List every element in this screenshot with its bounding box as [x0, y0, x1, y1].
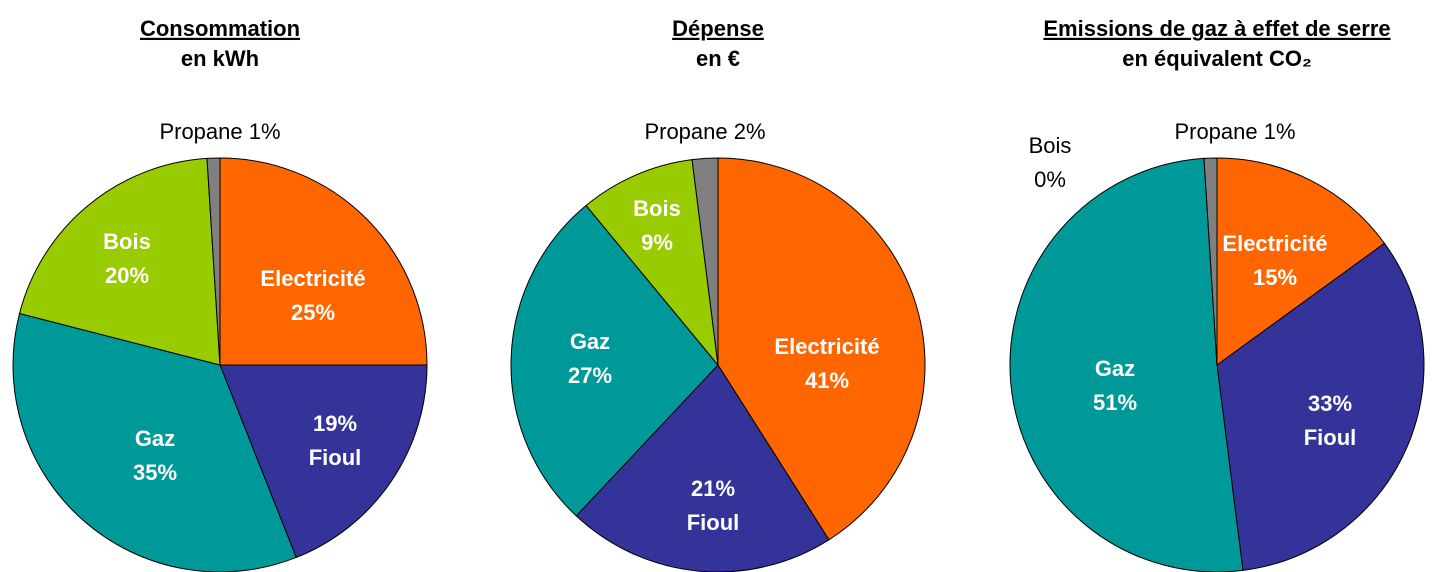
- pie-slice: [1203, 157, 1218, 366]
- data-label: Bois: [633, 196, 681, 221]
- data-label: Propane 1%: [159, 119, 280, 144]
- data-label: 19%: [313, 411, 357, 436]
- data-label: Gaz: [570, 329, 610, 354]
- data-label: 0%: [1034, 167, 1066, 192]
- data-label: 25%: [291, 300, 335, 325]
- chart-title: Dépense: [672, 16, 764, 41]
- data-label: Fioul: [687, 510, 740, 535]
- data-label: Gaz: [1095, 356, 1135, 381]
- data-label: Electricité: [260, 266, 365, 291]
- data-label: Fioul: [309, 445, 362, 470]
- data-label: Bois: [1029, 133, 1072, 158]
- data-label: 21%: [691, 476, 735, 501]
- pie-slice: [219, 364, 428, 559]
- pie-slice: [717, 157, 926, 541]
- data-label: 9%: [641, 230, 673, 255]
- pie-slice: [219, 157, 428, 366]
- data-label: 20%: [105, 263, 149, 288]
- pie-slice: [1009, 157, 1244, 572]
- chart-subtitle: en kWh: [181, 46, 259, 71]
- slice-name: Propane: [644, 119, 727, 144]
- slice-name: Propane: [1174, 119, 1257, 144]
- data-label: 27%: [568, 363, 612, 388]
- data-label: Electricité: [1222, 231, 1327, 256]
- chart-title: Consommation: [140, 16, 300, 41]
- data-label: 35%: [133, 460, 177, 485]
- pie-slice: [510, 204, 719, 517]
- chart-subtitle: en équivalent CO₂: [1122, 46, 1311, 71]
- pie-slice: [1216, 157, 1386, 366]
- data-label: 51%: [1093, 390, 1137, 415]
- data-label: Propane 2%: [644, 119, 765, 144]
- pie-slice: [575, 364, 830, 572]
- slice-name: Propane: [159, 119, 242, 144]
- pie-slice: [1216, 242, 1425, 571]
- data-label: Bois: [103, 229, 151, 254]
- data-label: 33%: [1308, 391, 1352, 416]
- data-label: 41%: [805, 368, 849, 393]
- pie-slice: [206, 157, 221, 366]
- pie-slice: [691, 157, 719, 366]
- chart-title: Emissions de gaz à effet de serre: [1043, 16, 1390, 41]
- pie-slice: [18, 157, 221, 366]
- pie-slice: [585, 159, 719, 367]
- slice-value: 1%: [249, 119, 281, 144]
- data-label: Fioul: [1304, 425, 1357, 450]
- slice-value: 2%: [734, 119, 766, 144]
- slice-value: 1%: [1264, 119, 1296, 144]
- data-label: Propane 1%: [1174, 119, 1295, 144]
- data-label: Electricité: [774, 334, 879, 359]
- chart-subtitle: en €: [696, 46, 740, 71]
- data-label: Gaz: [135, 426, 175, 451]
- data-label: 15%: [1253, 265, 1297, 290]
- pie-slice: [12, 312, 297, 572]
